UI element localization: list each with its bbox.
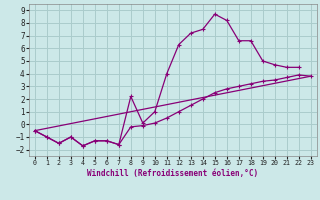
X-axis label: Windchill (Refroidissement éolien,°C): Windchill (Refroidissement éolien,°C)	[87, 169, 258, 178]
